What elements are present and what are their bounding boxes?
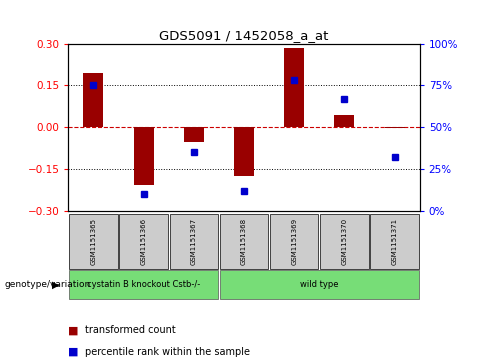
- Bar: [334, 115, 354, 127]
- Bar: [385, 127, 405, 129]
- Bar: [134, 127, 154, 185]
- Text: cystatin B knockout Cstb-/-: cystatin B knockout Cstb-/-: [87, 281, 200, 289]
- Bar: [184, 127, 204, 142]
- Bar: [83, 73, 103, 127]
- Bar: [284, 48, 304, 127]
- Text: GSM1151366: GSM1151366: [141, 218, 146, 265]
- Bar: [234, 127, 254, 176]
- Text: GSM1151369: GSM1151369: [291, 218, 297, 265]
- Text: GSM1151365: GSM1151365: [90, 218, 97, 265]
- Text: GSM1151367: GSM1151367: [191, 218, 197, 265]
- Text: GSM1151371: GSM1151371: [391, 218, 398, 265]
- Text: ■: ■: [68, 347, 79, 357]
- Text: GSM1151370: GSM1151370: [342, 218, 347, 265]
- Title: GDS5091 / 1452058_a_at: GDS5091 / 1452058_a_at: [159, 29, 329, 42]
- Text: GSM1151368: GSM1151368: [241, 218, 247, 265]
- Text: genotype/variation: genotype/variation: [5, 281, 91, 289]
- Text: percentile rank within the sample: percentile rank within the sample: [85, 347, 250, 357]
- Text: transformed count: transformed count: [85, 325, 176, 335]
- Text: ▶: ▶: [52, 280, 60, 290]
- Text: wild type: wild type: [300, 281, 339, 289]
- Text: ■: ■: [68, 325, 79, 335]
